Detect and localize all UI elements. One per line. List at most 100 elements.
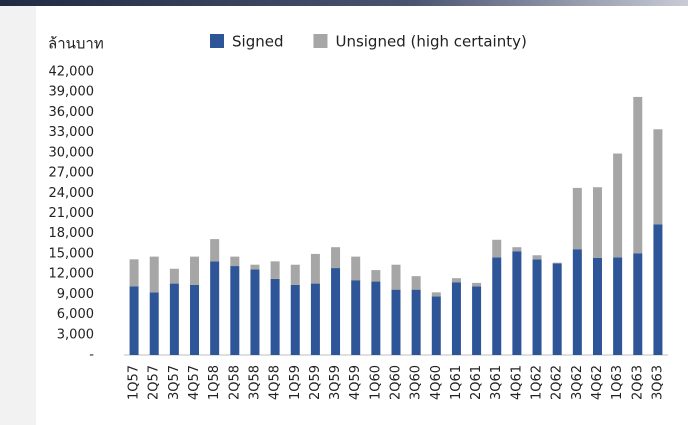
bar-segment	[492, 257, 502, 355]
bar-segment	[310, 283, 320, 355]
bar-segment	[310, 253, 320, 284]
bar-segment	[250, 264, 260, 270]
bar-segment	[532, 255, 542, 260]
x-tick-label: 3Q60	[409, 365, 424, 400]
x-tick-label: 1Q62	[530, 365, 545, 400]
y-tick-label: 24,000	[49, 186, 95, 201]
x-tick-label: 2Q58	[227, 365, 242, 400]
bar-segment	[230, 256, 240, 267]
bar-segment	[190, 284, 200, 355]
bar-segment	[391, 264, 401, 290]
x-tick-label: 1Q59	[288, 365, 303, 400]
bar-segment	[270, 278, 280, 355]
bar-segment	[250, 269, 260, 355]
bar-segment	[371, 270, 381, 282]
bar-segment	[492, 239, 502, 258]
x-tick-label: 4Q61	[509, 365, 524, 400]
bar-segment	[431, 296, 441, 355]
x-tick-label: 2Q61	[469, 365, 484, 400]
bar-segment	[592, 257, 602, 355]
y-tick-label: 9,000	[57, 287, 94, 302]
bar-segment	[270, 261, 280, 279]
bar-segment	[532, 259, 542, 355]
bar-segment	[331, 247, 341, 269]
bar-segment	[129, 259, 139, 287]
bar-segment	[613, 153, 623, 258]
x-tick-label: 3Q59	[328, 365, 343, 400]
x-tick-label: 3Q63	[650, 365, 665, 400]
bar-segment	[331, 268, 341, 355]
bar-segment	[210, 239, 220, 262]
x-tick-label: 1Q63	[610, 365, 625, 400]
legend-label: Signed	[232, 33, 283, 51]
bar-segment	[149, 256, 159, 293]
bar-segment	[451, 278, 461, 283]
x-tick-label: 2Q63	[630, 365, 645, 400]
bar-segment	[613, 257, 623, 355]
x-tick-label: 3Q58	[247, 365, 262, 400]
bar-segment	[371, 281, 381, 355]
y-axis-label: ล้านบาท	[48, 35, 104, 53]
bar-segment	[552, 262, 562, 264]
bar-segment	[129, 286, 139, 355]
bar-segment	[633, 253, 643, 355]
x-tick-label: 3Q62	[570, 365, 585, 400]
y-tick-label: 15,000	[49, 246, 95, 261]
bar-segment	[169, 283, 179, 355]
x-tick-label: 2Q60	[389, 365, 404, 400]
bar-segment	[653, 129, 663, 225]
bar-segment	[391, 289, 401, 355]
bar-segment	[592, 187, 602, 258]
bar-segment	[149, 292, 159, 355]
bar-segment	[431, 292, 441, 297]
x-tick-label: 1Q58	[207, 365, 222, 400]
x-tick-label: 2Q57	[147, 365, 162, 400]
y-tick-label: -	[89, 348, 94, 363]
bar-segment	[653, 224, 663, 355]
y-tick-label: 27,000	[49, 166, 95, 181]
legend-swatch	[313, 34, 328, 48]
y-tick-label: 3,000	[57, 327, 94, 342]
bar-segment	[451, 282, 461, 355]
y-tick-label: 21,000	[49, 206, 95, 221]
bar-segment	[572, 187, 582, 250]
bar-segment	[411, 289, 421, 355]
y-tick-label: 6,000	[57, 307, 94, 322]
bar-segment	[472, 286, 482, 355]
legend-swatch	[210, 34, 224, 48]
x-tick-label: 4Q60	[429, 365, 444, 400]
x-tick-label: 1Q57	[127, 365, 142, 400]
x-tick-label: 4Q62	[590, 365, 605, 400]
bar-segment	[512, 251, 522, 355]
y-tick-label: 30,000	[49, 145, 95, 160]
bar-segment	[351, 256, 361, 281]
x-tick-label: 4Q59	[348, 365, 363, 400]
y-tick-label: 33,000	[49, 125, 95, 140]
bar-segment	[210, 261, 220, 355]
bar-segment	[552, 263, 562, 355]
x-tick-label: 2Q62	[550, 365, 565, 400]
y-tick-label: 42,000	[49, 65, 95, 80]
x-tick-label: 4Q57	[187, 365, 202, 400]
x-tick-label: 4Q58	[268, 365, 283, 400]
x-tick-label: 1Q61	[449, 365, 464, 400]
bar-segment	[230, 266, 240, 355]
side-panel	[0, 6, 36, 425]
y-tick-label: 18,000	[49, 226, 95, 241]
bar-segment	[472, 282, 482, 287]
y-tick-label: 12,000	[49, 267, 95, 282]
y-tick-label: 36,000	[49, 105, 95, 120]
legend-label: Unsigned (high certainty)	[335, 33, 526, 51]
x-tick-label: 3Q57	[167, 365, 182, 400]
bar-segment	[351, 280, 361, 355]
bar-segment	[512, 247, 522, 252]
bar-segment	[290, 264, 300, 285]
bar-segment	[169, 268, 179, 284]
x-tick-label: 3Q61	[489, 365, 504, 400]
bar-segment	[190, 256, 200, 285]
top-bar	[0, 0, 688, 6]
y-tick-label: 39,000	[49, 85, 95, 100]
bar-segment	[633, 96, 643, 254]
bar-segment	[290, 284, 300, 355]
